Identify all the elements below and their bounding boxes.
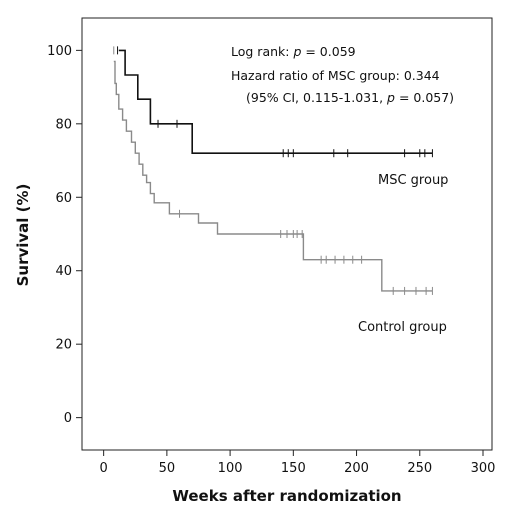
x-tick-label: 50 — [159, 461, 176, 476]
y-axis-ticks: 0 20 40 60 80 100 — [47, 44, 82, 426]
control-survival-line — [113, 60, 433, 292]
ci-annotation: (95% CI, 0.115-1.031, p = 0.057) — [246, 90, 454, 105]
x-axis-ticks: 0 50 100 150 200 250 300 — [100, 450, 496, 476]
y-axis-title: Survival (%) — [14, 184, 32, 287]
y-tick-label: 100 — [47, 44, 72, 59]
series-layer — [113, 46, 433, 295]
ci-p-symbol: p — [386, 90, 395, 105]
hazard-ratio-annotation: Hazard ratio of MSC group: 0.344 — [231, 68, 440, 83]
ci-prefix: (95% CI, 0.115-1.031, — [246, 90, 387, 105]
msc-survival-line — [118, 49, 433, 154]
x-tick-label: 250 — [407, 461, 432, 476]
x-tick-label: 0 — [100, 461, 108, 476]
y-tick-label: 40 — [55, 264, 72, 279]
y-tick-label: 60 — [55, 191, 72, 206]
ci-suffix: = 0.057) — [395, 90, 454, 105]
x-tick-label: 200 — [344, 461, 369, 476]
x-axis-title: Weeks after randomization — [172, 487, 401, 505]
msc-group-label: MSC group — [378, 173, 448, 188]
control-group-label: Control group — [358, 320, 447, 335]
plot-frame — [81, 17, 493, 451]
x-tick-label: 100 — [218, 461, 243, 476]
y-tick-label: 20 — [55, 338, 72, 353]
log-rank-p-symbol: p — [292, 44, 301, 59]
log-rank-value: = 0.059 — [301, 44, 355, 59]
log-rank-prefix: Log rank: — [231, 44, 293, 59]
log-rank-annotation: Log rank: p = 0.059 — [231, 44, 356, 59]
y-tick-label: 80 — [55, 117, 72, 132]
x-tick-label: 300 — [471, 461, 496, 476]
x-tick-label: 150 — [281, 461, 306, 476]
y-tick-label: 0 — [64, 411, 72, 426]
